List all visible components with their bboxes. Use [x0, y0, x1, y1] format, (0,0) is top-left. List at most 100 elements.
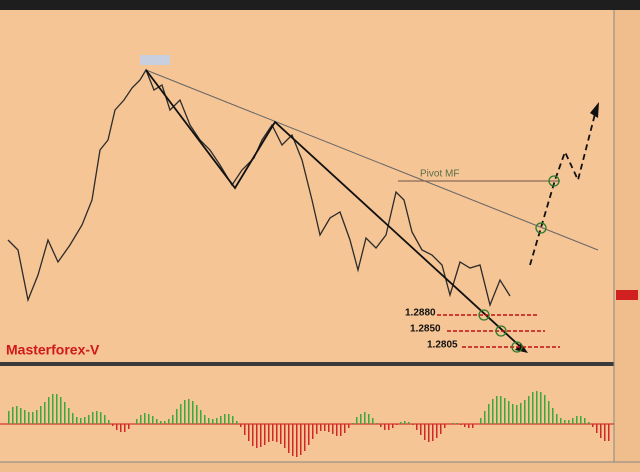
histogram-bar	[160, 421, 162, 424]
histogram-bar	[400, 422, 402, 424]
histogram-bar	[96, 411, 98, 424]
histogram-bar	[496, 396, 498, 424]
histogram-bar	[180, 404, 182, 424]
histogram-bar	[372, 418, 374, 424]
histogram-bar	[212, 419, 214, 424]
histogram-bar	[572, 418, 574, 424]
histogram-bar	[216, 418, 218, 424]
histogram-bar	[352, 423, 354, 424]
histogram-bar	[404, 421, 406, 424]
histogram-bar	[104, 415, 106, 424]
histogram-bar	[512, 404, 514, 424]
histogram-bar	[224, 414, 226, 424]
histogram-bar	[484, 411, 486, 424]
histogram-bar	[320, 424, 322, 431]
histogram-bar	[116, 424, 118, 430]
histogram-bar	[196, 405, 198, 424]
histogram-bar	[280, 424, 282, 444]
histogram-bar	[256, 424, 258, 448]
price-tag	[140, 55, 170, 65]
histogram-bar	[456, 423, 458, 424]
histogram-bar	[28, 412, 30, 424]
histogram-bar	[384, 424, 386, 430]
histogram-bar	[128, 424, 130, 429]
histogram-bar	[32, 412, 34, 424]
panel-separator	[0, 362, 640, 366]
histogram-bar	[260, 424, 262, 447]
histogram-bar	[584, 418, 586, 424]
histogram-bar	[284, 424, 286, 448]
histogram-bar	[436, 424, 438, 438]
histogram-bar	[368, 414, 370, 424]
histogram-bar	[68, 408, 70, 424]
histogram-bar	[460, 424, 462, 425]
histogram-bar	[124, 424, 126, 432]
histogram-bar	[276, 424, 278, 442]
histogram-bar	[12, 407, 14, 424]
histogram-bar	[532, 392, 534, 424]
histogram-bar	[348, 424, 350, 428]
histogram-bar	[344, 424, 346, 433]
level-label: 1.2850	[410, 324, 441, 335]
histogram-bar	[8, 411, 10, 424]
histogram-bar	[112, 424, 114, 426]
histogram-bar	[332, 424, 334, 434]
histogram-bar	[108, 420, 110, 424]
histogram-bar	[76, 417, 78, 424]
histogram-bar	[220, 416, 222, 424]
histogram-bar	[136, 419, 138, 424]
histogram-bar	[416, 424, 418, 430]
histogram-bar	[608, 424, 610, 441]
histogram-bar	[356, 417, 358, 424]
histogram-bar	[508, 401, 510, 424]
markers	[478, 175, 560, 353]
histogram-bar	[296, 424, 298, 457]
histogram-bar	[504, 398, 506, 424]
histogram-bar	[80, 418, 82, 424]
histogram-bar	[472, 424, 474, 428]
histogram-bar	[272, 424, 274, 441]
histogram-bar	[172, 415, 174, 424]
histogram-bar	[412, 424, 414, 425]
histogram-bar	[580, 416, 582, 424]
histogram-bar	[100, 412, 102, 424]
histogram-bar	[324, 424, 326, 431]
watermark: Masterforex-V	[6, 342, 100, 358]
histogram-bar	[420, 424, 422, 435]
level-label: 1.2880	[405, 308, 436, 319]
histogram-bar	[184, 400, 186, 424]
histogram	[8, 391, 610, 457]
histogram-bar	[208, 418, 210, 424]
histogram-bar	[228, 414, 230, 424]
histogram-bar	[388, 424, 390, 430]
histogram-bar	[336, 424, 338, 436]
histogram-bar	[592, 424, 594, 427]
histogram-bar	[20, 408, 22, 424]
histogram-bar	[480, 418, 482, 424]
histogram-bar	[360, 414, 362, 424]
histogram-bar	[380, 424, 382, 427]
level-label: 1.2805	[427, 340, 458, 351]
histogram-bar	[40, 406, 42, 424]
histogram-bar	[176, 409, 178, 424]
histogram-bar	[72, 413, 74, 424]
histogram-bar	[328, 424, 330, 432]
histogram-bar	[468, 424, 470, 428]
histogram-bar	[164, 421, 166, 424]
trendline-long	[145, 69, 599, 251]
histogram-bar	[60, 397, 62, 424]
histogram-bar	[292, 424, 294, 456]
histogram-bar	[192, 401, 194, 424]
histogram-bar	[168, 419, 170, 424]
histogram-bar	[200, 410, 202, 424]
histogram-bar	[488, 404, 490, 424]
histogram-bar	[548, 401, 550, 424]
histogram-bar	[156, 419, 158, 424]
histogram-bar	[576, 416, 578, 424]
histogram-bar	[84, 417, 86, 424]
histogram-bar	[144, 413, 146, 424]
histogram-bar	[428, 424, 430, 442]
histogram-bar	[36, 410, 38, 424]
